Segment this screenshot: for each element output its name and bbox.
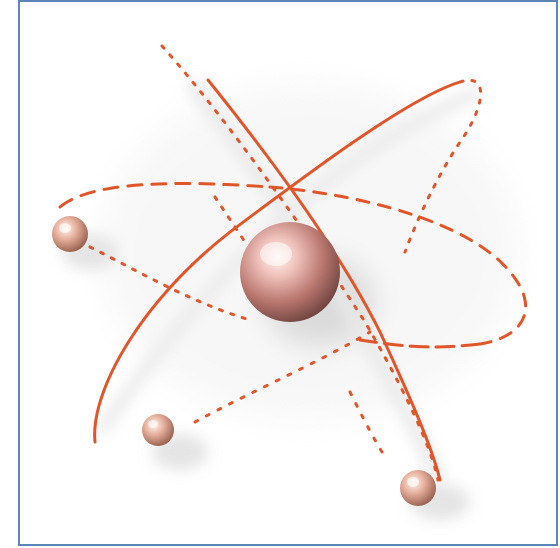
nucleus <box>240 222 340 322</box>
electron-left <box>52 216 88 252</box>
image-frame <box>18 0 558 546</box>
orbit-steep <box>160 44 442 482</box>
atom-illustration <box>52 44 528 520</box>
electron-bottom-right <box>400 470 436 506</box>
electron-bottom-left <box>142 414 174 446</box>
orbit-horizontal <box>58 182 528 349</box>
orbit-diagonal <box>93 78 483 454</box>
